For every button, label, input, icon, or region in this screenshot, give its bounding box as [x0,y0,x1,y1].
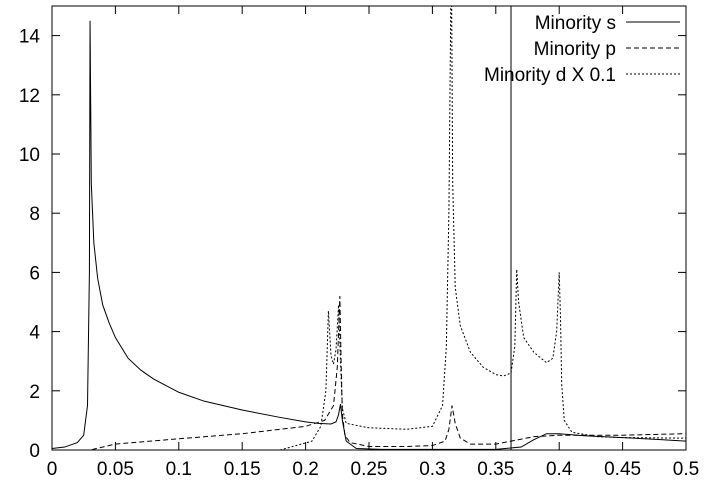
x-tick-label: 0.25 [351,459,388,480]
legend-label: Minority p [534,39,616,60]
x-tick-label: 0.05 [97,459,134,480]
x-tick-label: 0.2 [292,459,318,480]
y-tick-label: 6 [29,263,40,284]
legend: Minority s Minority p Minority d X 0.1 [484,13,680,86]
x-tick-label: 0 [47,459,58,480]
y-tick-labels: 0 2 4 6 8 10 12 14 [19,27,41,462]
y-tick-label: 12 [19,86,40,107]
x-tick-label: 0.4 [546,459,573,480]
x-tick-label: 0.45 [604,459,641,480]
series-layer [52,6,686,450]
series-line-solid [52,20,686,450]
y-tick-label: 2 [29,382,40,403]
x-tick-labels: 0 0.05 0.1 0.15 0.2 0.25 0.3 0.35 0.4 0.45 0.5 [47,459,700,480]
x-tick-label: 0.5 [673,459,699,480]
series-line-dashed [52,296,686,450]
x-tick-label: 0.3 [419,459,445,480]
y-tick-label: 4 [29,323,40,344]
y-tick-label: 10 [19,145,40,166]
legend-label: Minority s [535,13,616,34]
y-tick-label: 14 [19,27,41,48]
x-tick-label: 0.35 [477,459,514,480]
x-tick-label: 0.15 [224,459,261,480]
legend-label: Minority d X 0.1 [484,65,616,86]
y-tick-label: 0 [29,441,40,462]
x-tick-label: 0.1 [166,459,192,480]
y-tick-label: 8 [29,204,40,225]
